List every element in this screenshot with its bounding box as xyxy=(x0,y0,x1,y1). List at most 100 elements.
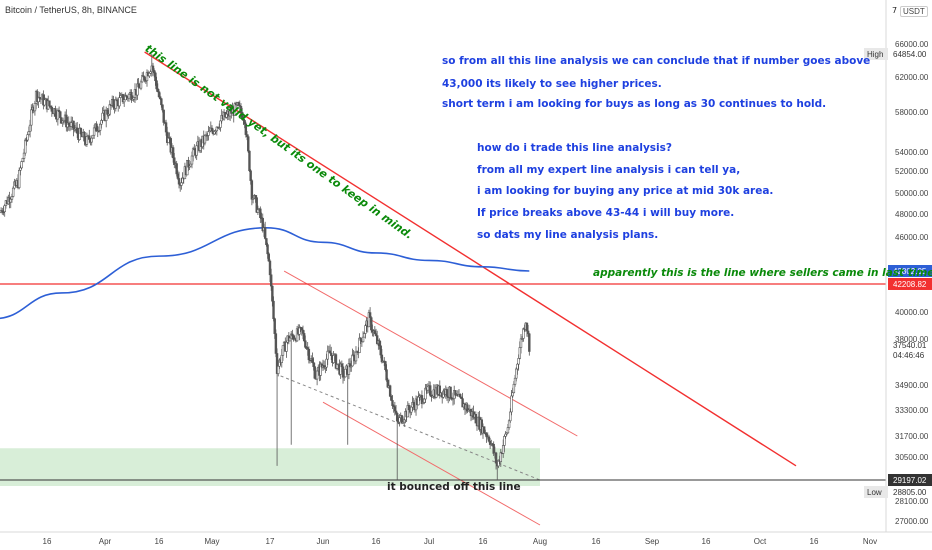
candle xyxy=(256,205,260,215)
candle xyxy=(250,179,254,206)
currency-unit-badge[interactable]: USDT xyxy=(900,6,928,17)
candle xyxy=(414,395,418,416)
resistance-price-tag: 42208.82 xyxy=(888,277,932,290)
candle xyxy=(92,124,96,139)
analysis-text-line-1: so from all this line analysis we can co… xyxy=(442,55,871,67)
candle xyxy=(332,351,335,364)
candle xyxy=(65,109,68,132)
candle xyxy=(328,344,332,354)
candle xyxy=(344,368,347,378)
candle xyxy=(69,116,73,131)
price-tick-label: 33300.00 xyxy=(895,406,929,415)
candle xyxy=(72,120,75,137)
price-tick-label: 31700.00 xyxy=(895,432,929,441)
candle xyxy=(388,384,392,398)
candle xyxy=(528,332,531,356)
time-tick-label: Sep xyxy=(645,537,660,546)
candle xyxy=(141,72,144,83)
candle xyxy=(445,387,449,401)
candle xyxy=(454,390,457,399)
analysis-text-line-3: short term i am looking for buys as long… xyxy=(442,98,827,110)
candle xyxy=(67,116,70,131)
low-price-tag: Low 28805.00 xyxy=(864,486,927,498)
candle xyxy=(108,100,112,117)
candle xyxy=(248,150,251,172)
price-tick-label: 54000.00 xyxy=(895,148,929,157)
candle xyxy=(24,137,27,156)
price-tick-label: 58000.00 xyxy=(895,108,929,117)
candle xyxy=(428,381,432,397)
price-tick-label: 52000.00 xyxy=(895,167,929,176)
candle xyxy=(347,358,351,380)
candle xyxy=(114,96,118,112)
candle xyxy=(207,125,210,141)
candle xyxy=(121,94,125,105)
analysis-text-line-8: so dats my line analysis plans. xyxy=(477,229,659,241)
candle xyxy=(136,78,139,100)
resistance-price-tag-value: 42208.82 xyxy=(893,280,927,289)
candle xyxy=(98,122,102,136)
low-price-tag-value: 28805.00 xyxy=(893,488,927,497)
candle xyxy=(247,134,250,153)
candle xyxy=(118,91,121,109)
candle xyxy=(285,340,288,358)
candle xyxy=(57,106,61,114)
price-tick-label: 30500.00 xyxy=(895,453,929,462)
candle xyxy=(79,127,83,136)
candle xyxy=(233,101,237,117)
time-tick-label: 16 xyxy=(43,537,52,546)
candle xyxy=(525,322,529,337)
candle xyxy=(335,364,339,371)
candle xyxy=(26,131,29,142)
candle xyxy=(267,252,270,262)
channel-lower-line xyxy=(322,401,541,526)
price-tick-label: 50000.00 xyxy=(895,189,929,198)
candle xyxy=(351,348,354,367)
candle xyxy=(298,324,301,341)
candle xyxy=(30,104,33,132)
candle xyxy=(311,352,314,364)
analysis-text-line-7: If price breaks above 43-44 i will buy m… xyxy=(477,207,735,219)
channel-mid-line xyxy=(280,375,541,481)
price-tick-label: 66000.00 xyxy=(895,40,929,49)
price-tick-label: 27000.00 xyxy=(895,517,929,526)
time-tick-label: May xyxy=(204,537,219,546)
candle xyxy=(249,169,252,185)
candle xyxy=(151,62,155,76)
candle xyxy=(20,160,23,170)
time-tick-label: 16 xyxy=(155,537,164,546)
candle xyxy=(263,221,267,240)
candle xyxy=(438,380,441,399)
candle xyxy=(259,206,262,223)
time-tick-label: Nov xyxy=(863,537,877,546)
candle xyxy=(358,333,361,354)
candle xyxy=(50,105,54,117)
candle xyxy=(91,134,95,139)
time-tick-label: 16 xyxy=(372,537,381,546)
candle xyxy=(18,167,21,190)
candle xyxy=(410,406,413,416)
time-tick-label: 16 xyxy=(702,537,711,546)
candle xyxy=(0,207,3,214)
current-price-tag: 37540.01 xyxy=(893,341,927,350)
time-tick-label: 17 xyxy=(266,537,275,546)
analysis-text-line-2: 43,000 its likely to see higher prices. xyxy=(442,78,662,90)
candle xyxy=(219,120,222,132)
price-tick-label: 48000.00 xyxy=(895,210,929,219)
price-tick-label: 38000.00 xyxy=(895,335,929,344)
candle xyxy=(90,135,93,146)
candle xyxy=(426,383,430,394)
analysis-text-line-5: from all my expert line analysis i can t… xyxy=(477,164,741,176)
candle xyxy=(266,242,269,259)
candle xyxy=(11,186,15,198)
candle xyxy=(142,71,145,78)
time-tick-label: 16 xyxy=(479,537,488,546)
candle xyxy=(59,111,62,124)
scale-top-label: 7 xyxy=(892,6,898,15)
time-tick-label: Apr xyxy=(99,537,112,546)
bounce-note: it bounced off this line xyxy=(387,481,521,493)
candle xyxy=(88,129,91,144)
low-price-tag-label: Low xyxy=(867,488,882,497)
